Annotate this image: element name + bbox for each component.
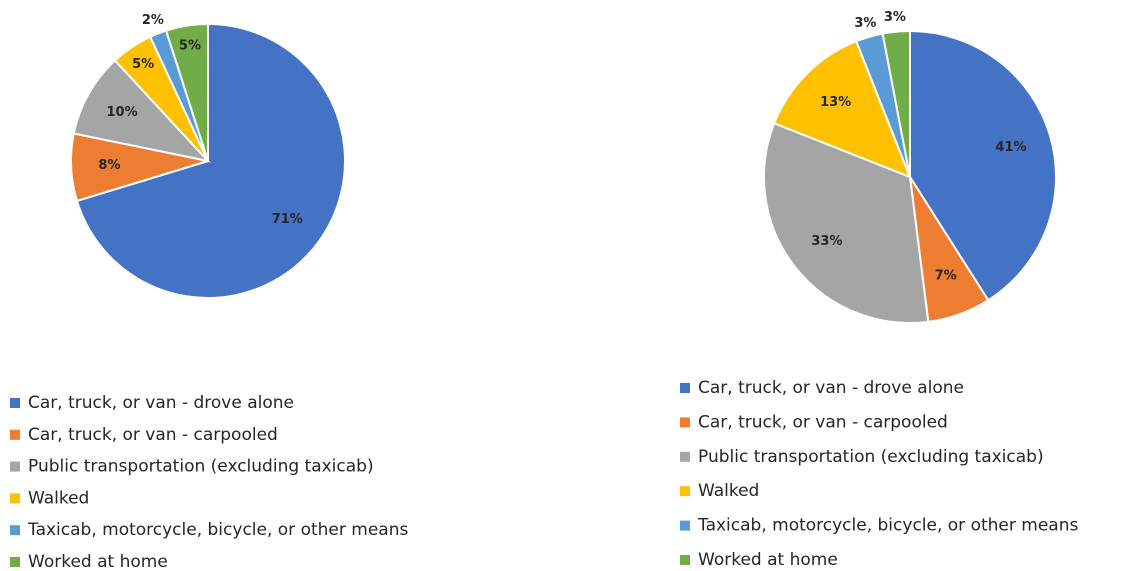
pie-slice xyxy=(881,29,911,178)
legend-marker xyxy=(680,555,690,565)
pie-slice xyxy=(72,59,211,163)
legend-label: Worked at home xyxy=(698,550,838,570)
data-label: 8% xyxy=(98,158,120,173)
data-label: 3% xyxy=(884,10,906,25)
legend-marker xyxy=(10,429,20,440)
legend-label: Car, truck, or van - drove alone xyxy=(28,393,294,413)
legend-label: Walked xyxy=(28,488,89,508)
legend-marker xyxy=(10,525,20,536)
data-label: 33% xyxy=(811,234,842,249)
legend-label: Taxicab, motorcycle, bicycle, or other m… xyxy=(27,520,408,540)
legend-label: Worked at home xyxy=(28,552,168,571)
legend-label: Car, truck, or van - carpooled xyxy=(698,412,948,432)
data-label: 3% xyxy=(854,16,876,31)
legend-marker xyxy=(10,461,20,472)
data-label: 71% xyxy=(272,212,303,227)
legend-label: Taxicab, motorcycle, bicycle, or other m… xyxy=(697,516,1078,536)
pie-slice xyxy=(75,22,346,299)
data-label: 5% xyxy=(132,57,154,72)
data-label: 41% xyxy=(995,140,1026,155)
legend-marker xyxy=(680,451,690,462)
pie-slice xyxy=(164,22,209,162)
pie-slice xyxy=(763,121,930,324)
legend-marker xyxy=(10,398,20,408)
legend-marker xyxy=(680,417,690,428)
data-label: 13% xyxy=(820,95,851,110)
legend-marker xyxy=(10,493,20,504)
legend-marker xyxy=(680,383,690,393)
legend-label: Public transportation (excluding taxicab… xyxy=(698,447,1044,467)
legend-marker xyxy=(10,557,20,567)
legend-label: Car, truck, or van - carpooled xyxy=(28,425,278,445)
legend-marker xyxy=(680,520,690,531)
legend-label: Walked xyxy=(698,481,759,501)
data-label: 7% xyxy=(935,268,957,283)
data-label: 10% xyxy=(107,105,138,120)
data-label: 5% xyxy=(179,38,201,53)
data-label: 2% xyxy=(142,13,164,28)
legend-label: Public transportation (excluding taxicab… xyxy=(28,457,374,477)
legend-label: Car, truck, or van - drove alone xyxy=(698,378,964,398)
pie-slice xyxy=(772,39,912,179)
legend-marker xyxy=(680,486,690,497)
